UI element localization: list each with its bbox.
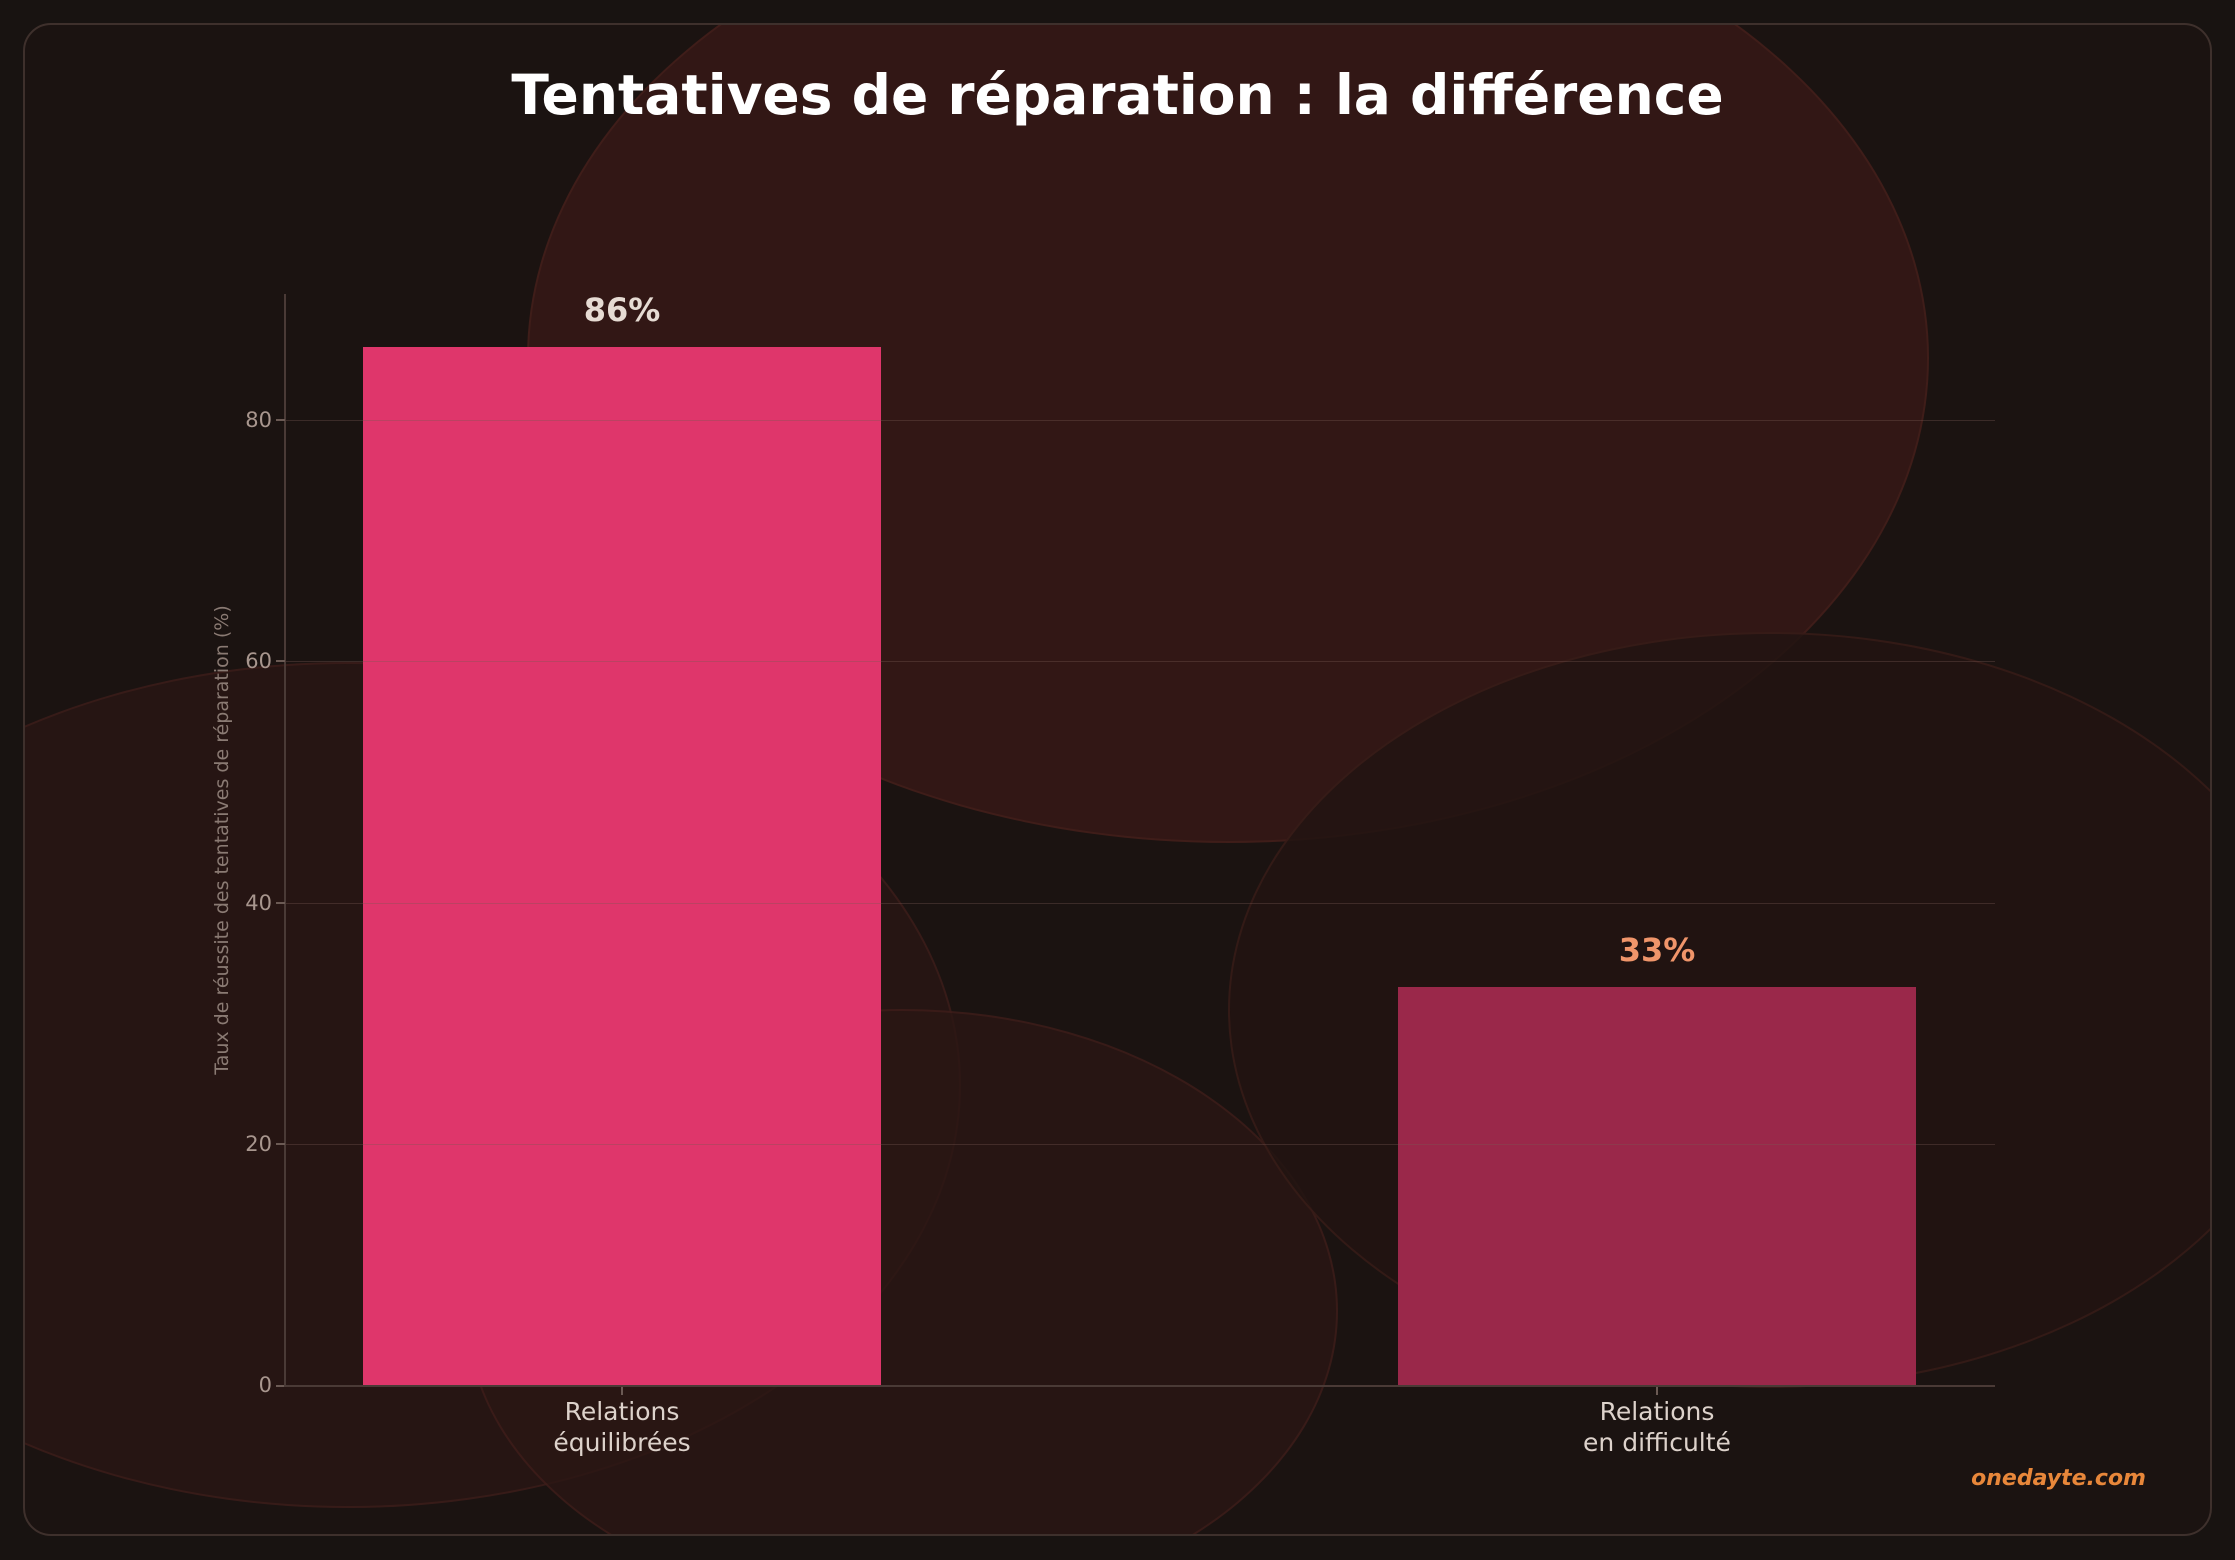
bar-value-label-2: 33% bbox=[1618, 931, 1696, 969]
ytick-0 bbox=[276, 1385, 285, 1387]
chart-title: Tentatives de réparation : la différence bbox=[511, 63, 1724, 127]
y-axis-label: Taux de réussite des tentatives de répar… bbox=[211, 605, 233, 1075]
watermark: onedayte.com bbox=[1971, 1466, 2146, 1491]
ytick-label-80: 80 bbox=[245, 408, 272, 432]
bar-relations-equilibrees bbox=[363, 347, 881, 1386]
x-category-label-2-line2: en difficulté bbox=[1583, 1428, 1731, 1457]
ytick-label-60: 60 bbox=[245, 649, 272, 673]
x-axis bbox=[284, 1385, 1995, 1387]
ytick-label-20: 20 bbox=[245, 1132, 272, 1156]
x-category-label-1-line2: équilibrées bbox=[553, 1428, 691, 1457]
gridline-60 bbox=[286, 661, 1995, 662]
ytick-80 bbox=[276, 419, 285, 421]
ytick-label-40: 40 bbox=[245, 891, 272, 915]
x-category-label-2: Relations en difficulté bbox=[1457, 1396, 1857, 1458]
ytick-20 bbox=[276, 1143, 285, 1145]
gridline-20 bbox=[286, 1144, 1995, 1145]
ytick-60 bbox=[276, 660, 285, 662]
y-axis bbox=[284, 294, 286, 1387]
gridline-40 bbox=[286, 903, 1995, 904]
ytick-40 bbox=[276, 902, 285, 904]
x-category-label-2-line1: Relations bbox=[1599, 1397, 1715, 1426]
bar-value-label-1: 86% bbox=[583, 291, 661, 329]
x-category-label-1: Relations équilibrées bbox=[422, 1396, 822, 1458]
bar-relations-en-difficulte bbox=[1398, 987, 1916, 1386]
x-category-label-1-line1: Relations bbox=[564, 1397, 680, 1426]
xtick-2 bbox=[1656, 1387, 1658, 1395]
xtick-1 bbox=[621, 1387, 623, 1395]
gridline-80 bbox=[286, 420, 1995, 421]
ytick-label-0: 0 bbox=[258, 1373, 272, 1397]
